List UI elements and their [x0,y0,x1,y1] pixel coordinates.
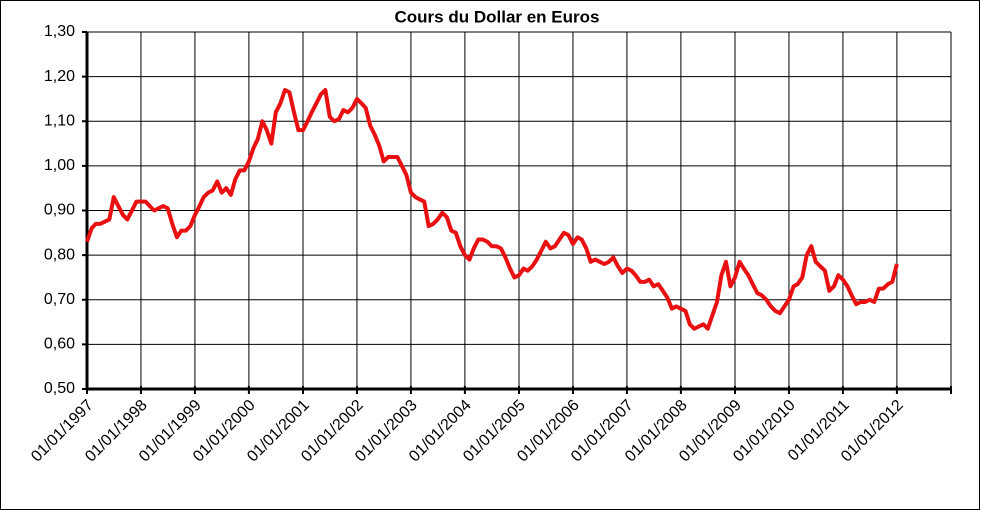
data-line [85,88,899,331]
plot [85,88,899,331]
y-tick-label: 1,20 [44,68,75,85]
y-tick-label: 0,60 [44,336,75,353]
y-tick-label: 1,00 [44,157,75,174]
y-tick-label: 1,30 [44,23,75,40]
y-tick-label: 0,90 [44,202,75,219]
y-tick-label: 0,50 [44,380,75,397]
y-tick-label: 1,10 [44,112,75,129]
chart-title: Cours du Dollar en Euros [395,7,600,26]
y-tick-label: 0,80 [44,246,75,263]
y-tick-label: 0,70 [44,291,75,308]
